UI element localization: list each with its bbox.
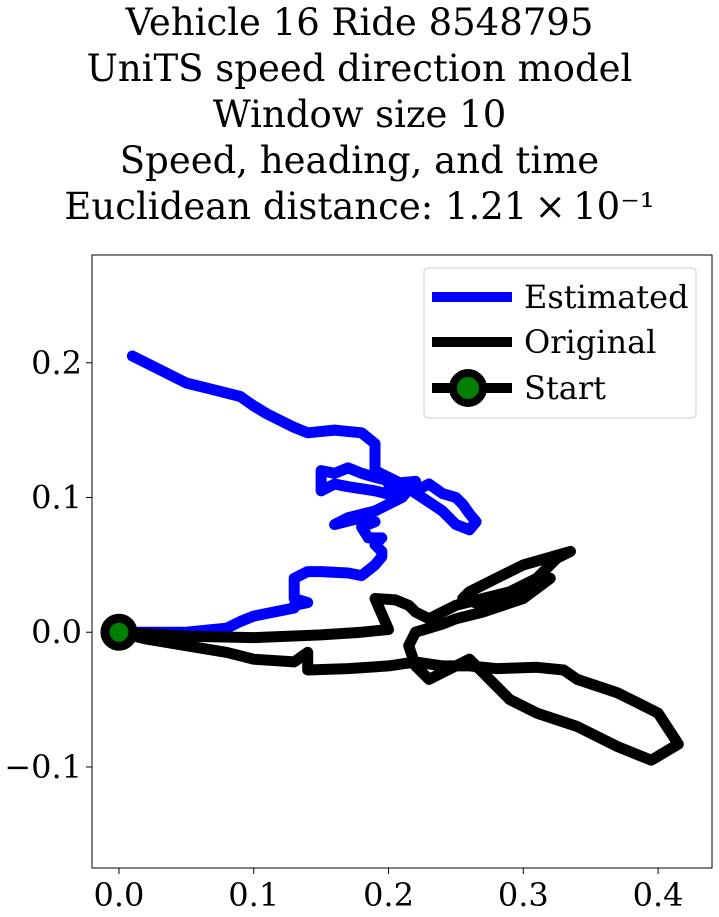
series-layer — [100, 350, 684, 766]
x-tick-label: 0.4 — [633, 876, 684, 914]
legend: Estimated Original Start — [423, 267, 697, 419]
legend-label-original: Original — [524, 323, 656, 361]
start-marker — [100, 613, 138, 651]
title-line-5: Euclidean distance: 1.21 × 10⁻¹ — [64, 185, 655, 228]
chart-title: Vehicle 16 Ride 8548795 UniTS speed dire… — [0, 0, 719, 230]
title-line-1: Vehicle 16 Ride 8548795 — [125, 1, 594, 44]
y-tick-label: −0.1 — [4, 748, 82, 786]
x-tick-label: 0.1 — [228, 876, 279, 914]
legend-label-start: Start — [524, 369, 606, 407]
series-line-original — [113, 545, 684, 766]
x-tick-label: 0.2 — [363, 876, 414, 914]
title-line-3: Window size 10 — [212, 93, 507, 136]
x-tick-label: 0.0 — [94, 876, 145, 914]
legend-box — [423, 267, 697, 419]
legend-label-estimated: Estimated — [524, 278, 689, 316]
title-line-2: UniTS speed direction model — [86, 47, 633, 90]
ticks-layer: 0.0 0.1 0.2 0.3 0.4 −0.1 0.0 0.1 0.2 — [4, 344, 683, 914]
title-line-4: Speed, heading, and time — [119, 139, 600, 182]
legend-swatch-start-marker — [449, 369, 487, 407]
y-tick-label: 0.1 — [31, 479, 82, 517]
axes-frame — [91, 254, 713, 869]
y-tick-label: 0.2 — [31, 344, 82, 382]
series-line-estimated — [113, 350, 482, 638]
y-tick-label: 0.0 — [31, 613, 82, 651]
x-tick-label: 0.3 — [498, 876, 549, 914]
